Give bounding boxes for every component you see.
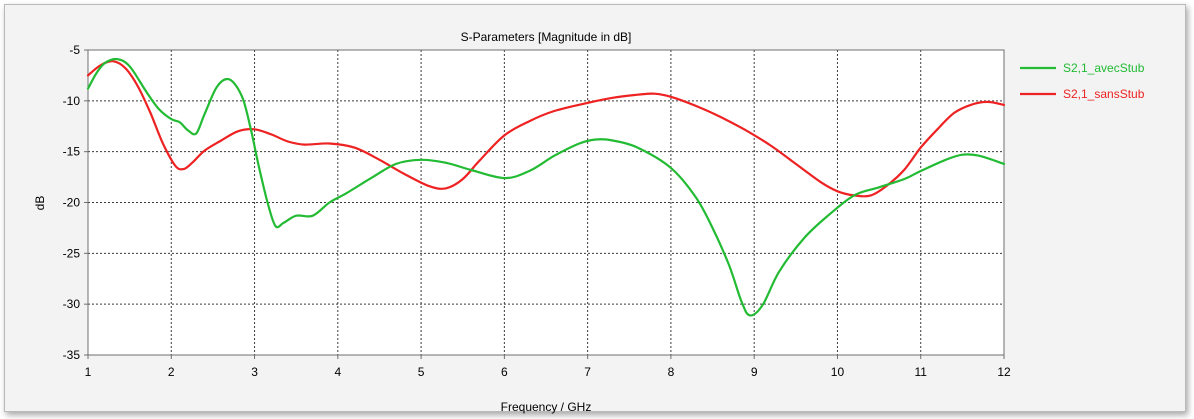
series-line-2 bbox=[86, 60, 1006, 198]
x-tick-label: 3 bbox=[251, 365, 258, 379]
x-tick-label: 8 bbox=[668, 365, 675, 379]
y-tick-label: -20 bbox=[63, 196, 81, 210]
y-tick-label: -35 bbox=[63, 348, 81, 362]
x-tick-label: 6 bbox=[501, 365, 508, 379]
x-tick-label: 1 bbox=[85, 365, 92, 379]
chart-title: S-Parameters [Magnitude in dB] bbox=[461, 30, 632, 44]
x-tick-label: 10 bbox=[831, 365, 845, 379]
x-tick-label: 11 bbox=[914, 365, 927, 379]
legend: S2,1_avecStub S2,1_sansStub bbox=[1020, 61, 1145, 101]
y-tick-label: -5 bbox=[69, 43, 80, 57]
x-tick-label: 2 bbox=[168, 365, 175, 379]
x-tick-label: 12 bbox=[997, 365, 1011, 379]
x-axis-ticks: 1 2 3 4 5 6 7 8 9 10 11 12 bbox=[85, 355, 1011, 379]
y-tick-label: -15 bbox=[63, 145, 81, 159]
x-tick-label: 9 bbox=[751, 365, 758, 379]
legend-label-2: S2,1_sansStub bbox=[1063, 87, 1145, 101]
series-line-1 bbox=[86, 57, 1006, 317]
x-axis-label: Frequency / GHz bbox=[501, 400, 592, 414]
y-tick-label: -30 bbox=[63, 297, 81, 311]
x-tick-label: 7 bbox=[584, 365, 591, 379]
y-tick-label: -25 bbox=[63, 246, 81, 260]
legend-label-1: S2,1_avecStub bbox=[1063, 61, 1145, 75]
x-tick-label: 4 bbox=[334, 365, 341, 379]
series-lines bbox=[86, 57, 1006, 317]
y-axis-ticks: -5 -10 -15 -20 -25 -30 -35 bbox=[63, 43, 88, 362]
x-tick-label: 5 bbox=[418, 365, 425, 379]
y-tick-label: -10 bbox=[63, 94, 81, 108]
grid bbox=[88, 50, 1004, 355]
y-axis-label: dB bbox=[33, 196, 47, 211]
